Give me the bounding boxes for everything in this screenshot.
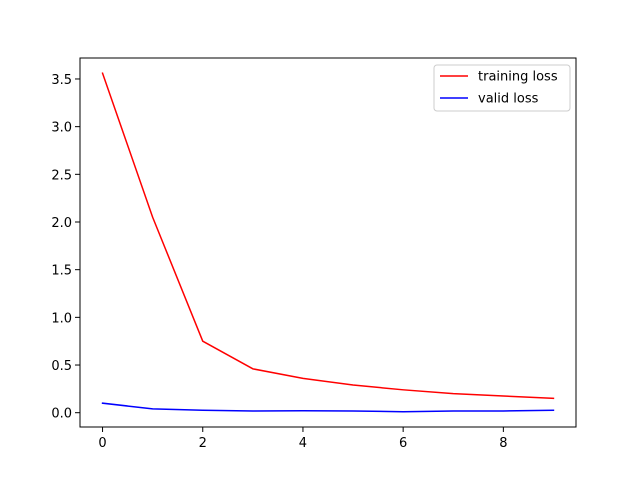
y-tick-label: 2.0 — [51, 216, 72, 231]
x-tick-label: 6 — [399, 436, 407, 451]
x-tick-label: 4 — [299, 436, 307, 451]
y-tick-label: 2.5 — [51, 168, 72, 183]
x-tick-label: 2 — [199, 436, 207, 451]
y-tick-label: 0.5 — [51, 359, 72, 374]
y-tick-label: 1.5 — [51, 264, 72, 279]
series-line-1 — [101, 402, 555, 413]
legend-label: valid loss — [478, 92, 539, 107]
y-tick-label: 0.0 — [51, 407, 72, 422]
x-tick-label: 0 — [98, 436, 106, 451]
series-layer — [101, 72, 555, 413]
x-tick-label: 8 — [499, 436, 507, 451]
tick-layer: 0 2 4 6 8 0.0 0.5 1.0 1.5 2.0 2.5 3.0 3.5 — [51, 73, 507, 451]
series-line-0 — [101, 72, 555, 400]
legend: training loss valid loss — [433, 64, 571, 112]
plot-area — [80, 58, 576, 427]
y-tick-label: 3.5 — [51, 73, 72, 88]
y-tick-label: 1.0 — [51, 311, 72, 326]
legend-label: training loss — [478, 70, 558, 85]
plot-frame — [79, 57, 577, 428]
y-tick-label: 3.0 — [51, 121, 72, 136]
